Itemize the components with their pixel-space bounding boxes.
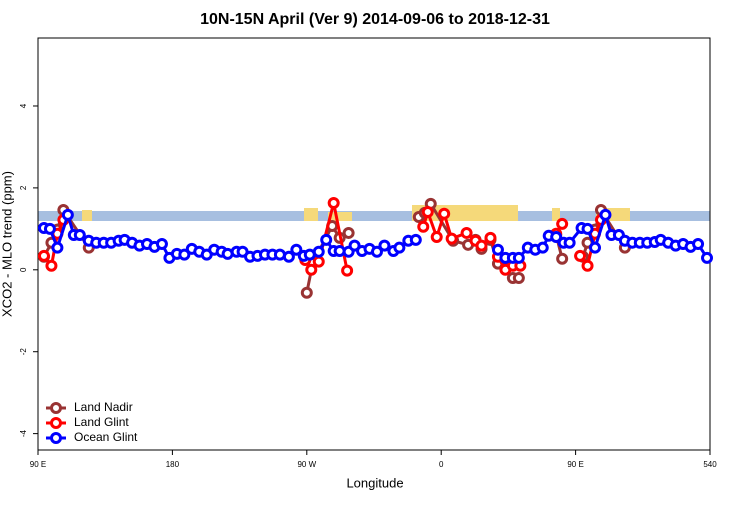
- chart-title: 10N-15N April (Ver 9) 2014-09-06 to 2018…: [200, 11, 550, 28]
- legend-marker: [50, 402, 62, 414]
- point: [320, 233, 333, 246]
- y-tick-label: -4: [19, 430, 28, 438]
- point: [550, 231, 563, 244]
- point: [512, 251, 525, 264]
- point: [599, 208, 612, 221]
- point: [327, 197, 340, 210]
- point: [312, 245, 325, 258]
- point: [341, 264, 354, 277]
- point: [581, 222, 594, 235]
- point: [305, 263, 318, 276]
- land-band: [328, 212, 352, 221]
- point: [178, 248, 191, 261]
- y-axis-label: XCO2 - MLO trend (ppm): [0, 171, 14, 317]
- legend-marker: [50, 417, 62, 429]
- point: [37, 249, 50, 262]
- point: [73, 228, 86, 241]
- point: [491, 243, 504, 256]
- y-tick-label: 2: [19, 185, 28, 190]
- legend-marker: [50, 432, 62, 444]
- legend-label: Land Glint: [74, 415, 129, 429]
- point: [312, 255, 325, 268]
- point: [61, 208, 74, 221]
- point: [417, 220, 430, 233]
- point: [574, 249, 587, 262]
- point: [563, 236, 576, 249]
- point: [370, 245, 383, 258]
- y-tick-label: -2: [19, 348, 28, 356]
- point: [445, 232, 458, 245]
- land-band: [552, 208, 560, 221]
- point: [45, 259, 58, 272]
- point: [581, 259, 594, 272]
- point: [484, 231, 497, 244]
- point: [409, 233, 422, 246]
- point: [589, 241, 602, 254]
- x-tick-label: 90 W: [297, 460, 316, 469]
- point: [430, 231, 443, 244]
- point: [475, 239, 488, 252]
- point: [438, 207, 451, 220]
- point: [51, 241, 64, 254]
- x-tick-label: 90 E: [30, 460, 46, 469]
- point: [290, 243, 303, 256]
- x-tick-label: 540: [703, 460, 717, 469]
- point: [378, 239, 391, 252]
- point: [701, 251, 714, 264]
- land-band: [304, 208, 318, 221]
- point: [512, 271, 525, 284]
- point: [282, 250, 295, 263]
- legend-label: Land Nadir: [74, 400, 133, 414]
- x-tick-label: 180: [166, 460, 180, 469]
- point: [348, 239, 361, 252]
- point: [342, 226, 355, 239]
- point: [43, 222, 56, 235]
- point: [393, 241, 406, 254]
- ocean-band: [38, 211, 710, 221]
- point: [536, 241, 549, 254]
- y-tick-label: 4: [19, 103, 28, 108]
- point: [300, 286, 313, 299]
- x-tick-label: 90 E: [567, 460, 583, 469]
- point: [556, 217, 569, 230]
- point: [421, 206, 434, 219]
- point: [460, 226, 473, 239]
- point: [155, 238, 168, 250]
- land-band: [82, 210, 92, 221]
- point: [692, 238, 705, 250]
- legend-label: Ocean Glint: [74, 430, 138, 444]
- point: [556, 252, 569, 265]
- plot-frame: [37, 37, 711, 451]
- y-tick-label: 0: [19, 267, 28, 272]
- x-tick-label: 0: [439, 460, 444, 469]
- x-axis-label: Longitude: [346, 475, 403, 490]
